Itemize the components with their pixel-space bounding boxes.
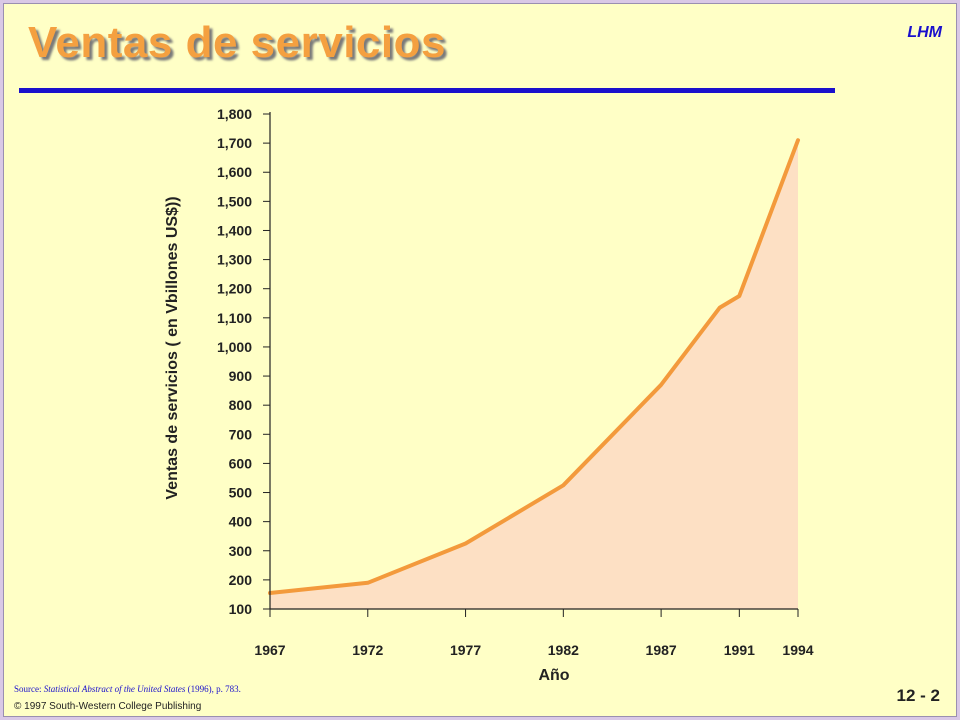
series-line	[268, 138, 800, 595]
x-axis-title: Año	[538, 667, 569, 684]
y-tick-label: 1,500	[217, 193, 252, 209]
y-tick-label: 300	[229, 543, 253, 559]
page-title: Ventas de servicios	[28, 18, 446, 67]
x-tick-label: 1991	[724, 642, 755, 658]
y-tick-label: 800	[229, 397, 253, 413]
y-tick-label: 1,800	[217, 106, 252, 122]
plot-area	[268, 138, 800, 609]
y-tick-label: 1,000	[217, 339, 252, 355]
y-tick-label: 1,100	[217, 310, 252, 326]
axis-labels: 100 200 300 400 500 600 700 800 900 1,000 1,100 1,2…	[164, 106, 814, 684]
title-underline	[19, 88, 835, 93]
y-tick-label: 1,200	[217, 281, 252, 297]
y-tick-label: 600	[229, 455, 253, 471]
source-note: Source: Statistical Abstract of the Unit…	[14, 684, 241, 694]
y-tick-label: 400	[229, 514, 253, 530]
x-tick-label: 1972	[352, 642, 383, 658]
axes	[263, 112, 799, 617]
source-title: Statistical Abstract of the United State…	[43, 684, 186, 694]
x-tick-label: 1967	[254, 642, 285, 658]
y-tick-label: 100	[229, 601, 253, 617]
y-tick-label: 1,300	[217, 252, 252, 268]
y-tick-label: 1,400	[217, 222, 252, 238]
y-tick-label: 900	[229, 368, 253, 384]
series-area	[270, 140, 798, 609]
y-tick-label: 500	[229, 485, 253, 501]
x-tick-label: 1987	[646, 642, 677, 658]
y-tick-label: 700	[229, 426, 253, 442]
y-tick-label: 1,700	[217, 135, 252, 151]
x-tick-label: 1977	[450, 642, 481, 658]
y-axis-title: Ventas de servicios ( en Vbillones US$))	[164, 196, 181, 499]
source-suffix: (1996), p. 783.	[185, 684, 241, 694]
brand-label: LHM	[907, 24, 942, 41]
page-number: 12 - 2	[896, 686, 940, 705]
y-tick-label: 200	[229, 572, 253, 588]
y-tick-label: 1,600	[217, 164, 252, 180]
x-tick-label: 1982	[548, 642, 579, 658]
x-tick-label: 1994	[782, 642, 813, 658]
source-prefix: Source:	[14, 684, 44, 694]
copyright-note: © 1997 South-Western College Publishing	[14, 701, 202, 712]
